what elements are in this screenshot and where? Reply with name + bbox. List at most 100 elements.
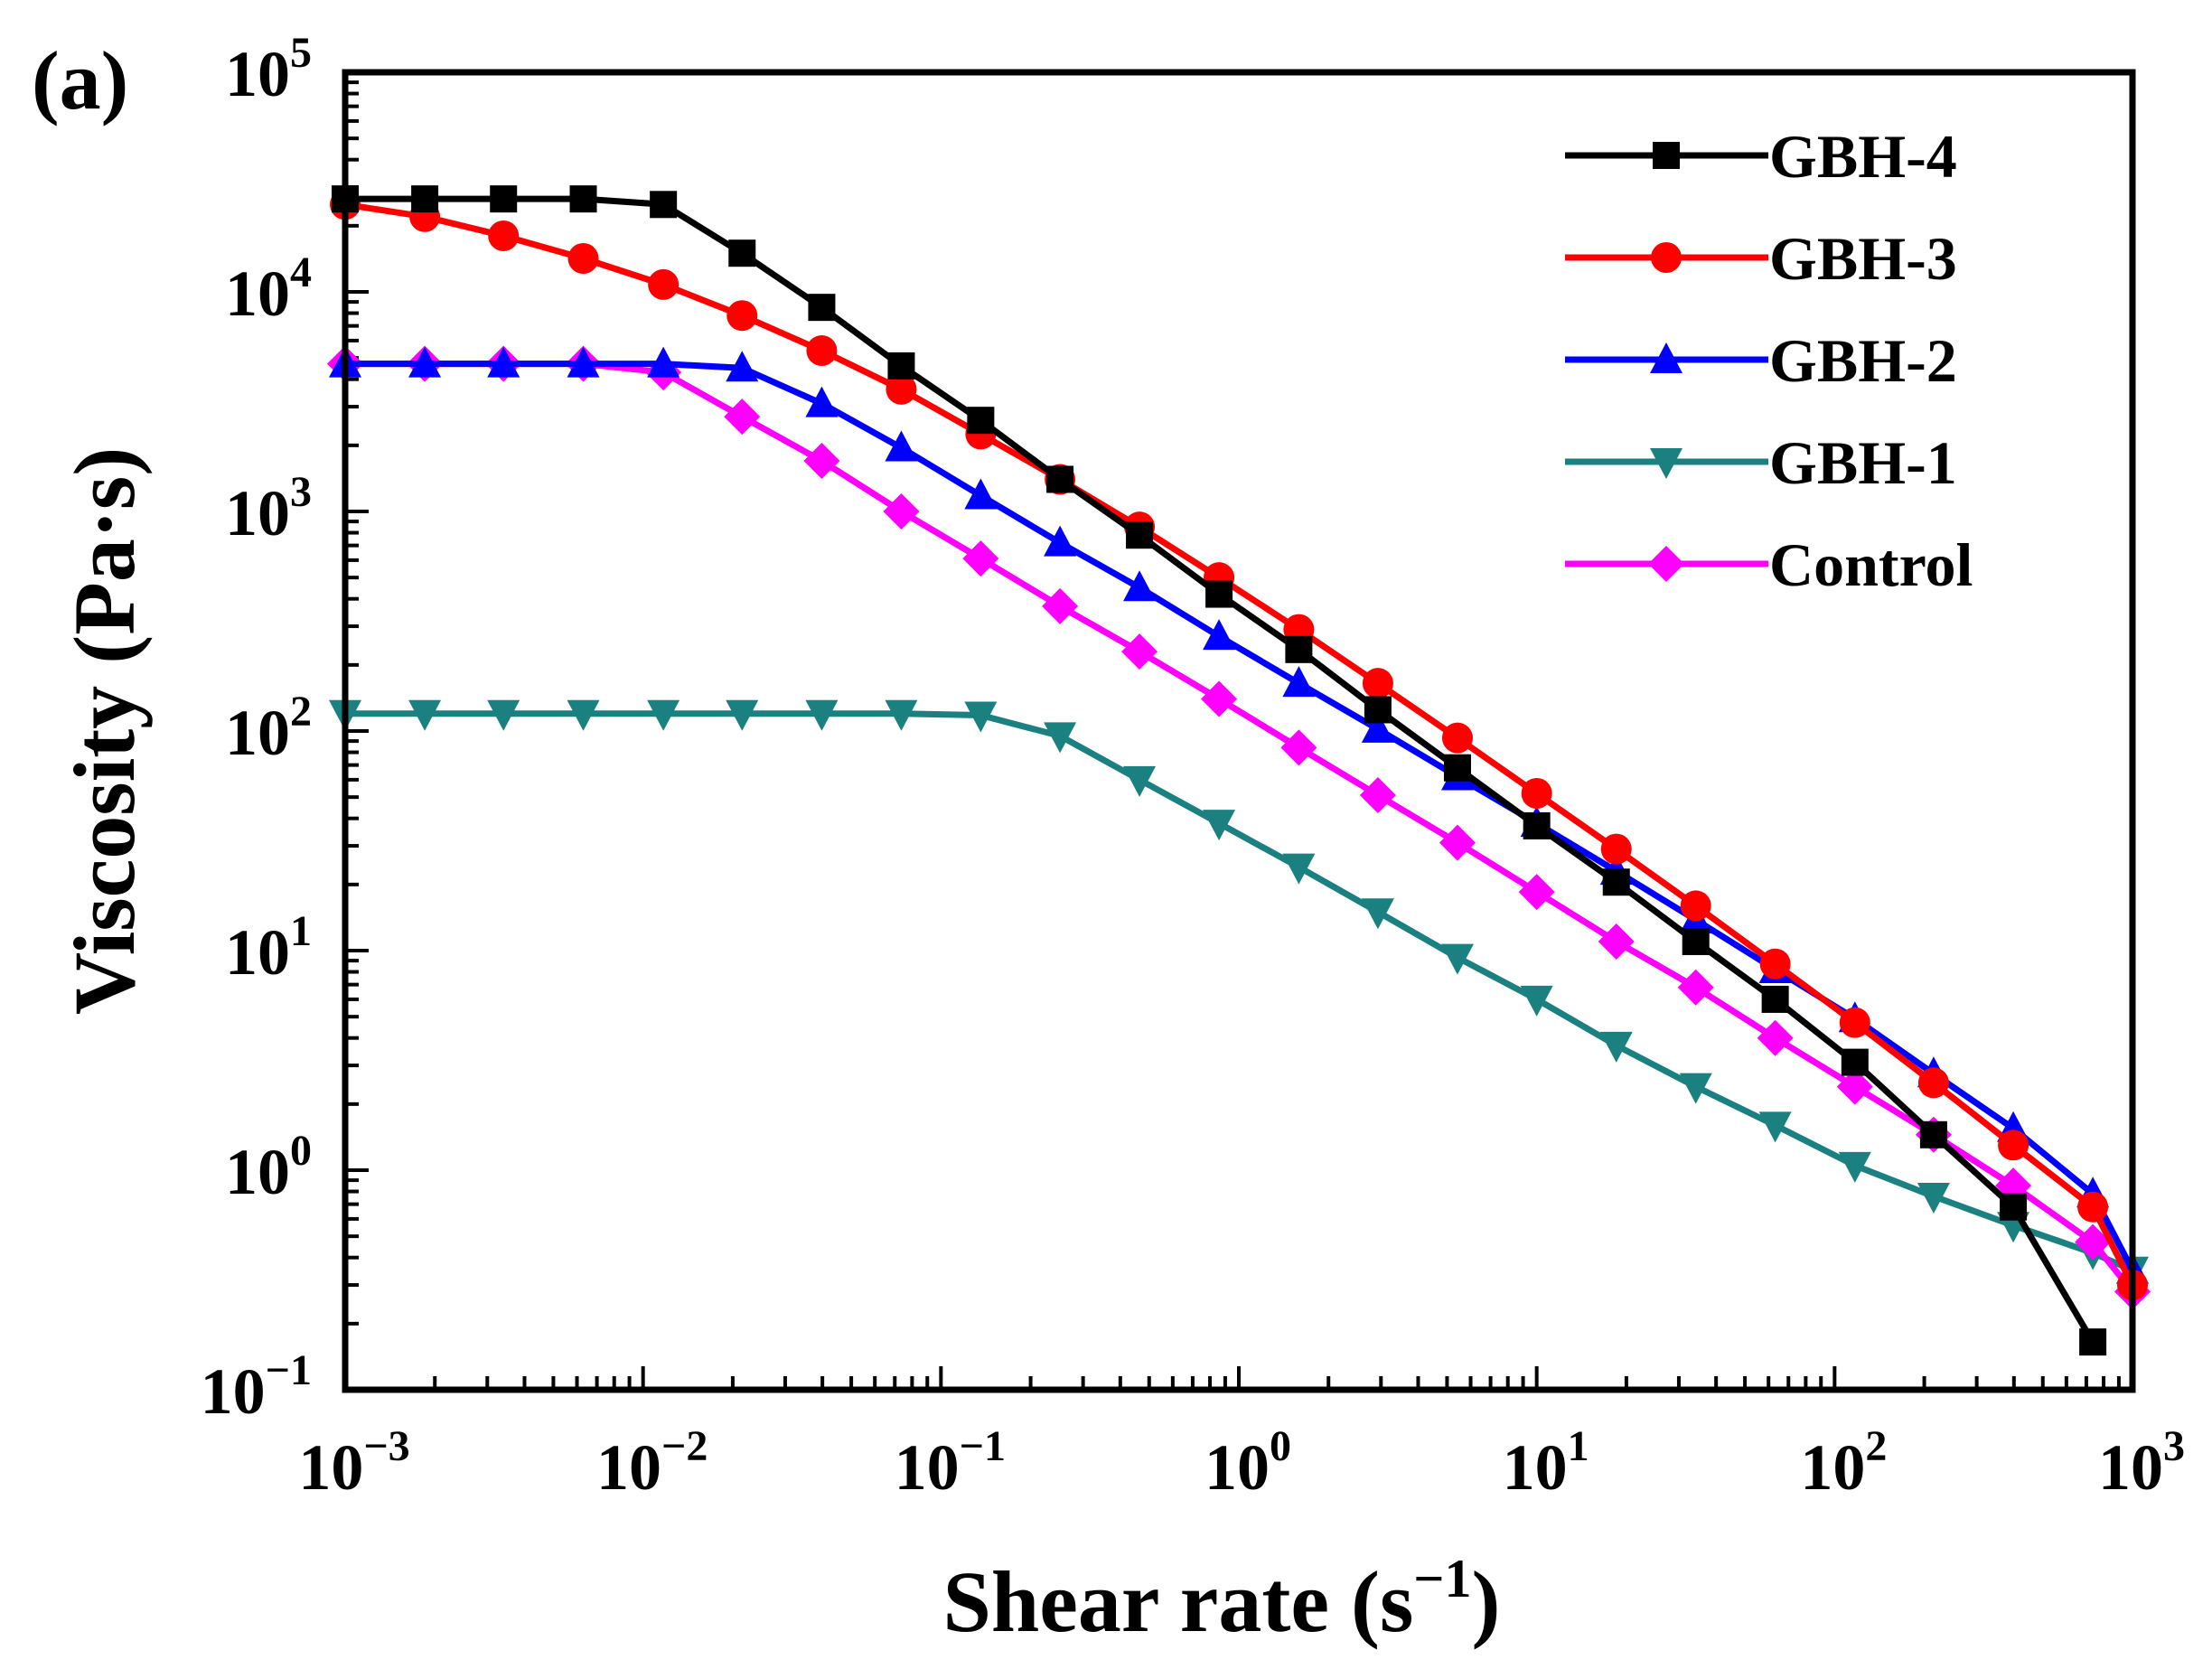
data-point-control (962, 540, 999, 577)
legend-item-gbh-3: GBH-3 (1565, 224, 1957, 293)
data-point-control (1359, 777, 1396, 814)
legend-marker-gbh-2 (1650, 342, 1682, 373)
legend-item-gbh-2: GBH-2 (1565, 326, 1957, 395)
data-point-gbh-3 (726, 300, 758, 332)
x-tick-label: 101 (1503, 1422, 1589, 1504)
data-point-gbh-4 (967, 407, 995, 435)
data-point-gbh-4 (2000, 1193, 2028, 1221)
data-point-gbh-1 (408, 699, 442, 731)
data-point-control (1042, 587, 1079, 624)
data-point-gbh-4 (1761, 985, 1789, 1013)
y-tick-label: 102 (225, 688, 312, 769)
y-tick-label-exponent: 1 (290, 907, 312, 955)
legend-label-gbh-3: GBH-3 (1769, 224, 1957, 293)
y-tick-label: 104 (225, 248, 312, 330)
data-point-gbh-1 (1123, 765, 1157, 797)
data-point-control (1518, 874, 1555, 911)
data-point-gbh-1 (1361, 898, 1394, 930)
y-tick-label-base: 10 (225, 697, 290, 769)
data-point-control (883, 493, 920, 530)
legend-item-gbh-4: GBH-4 (1565, 122, 1957, 191)
y-tick-label-base: 10 (201, 1355, 266, 1428)
data-point-gbh-1 (1282, 853, 1316, 885)
data-point-control (1598, 923, 1635, 960)
x-axis-title-close: ) (1472, 1553, 1501, 1650)
data-point-control (1201, 680, 1238, 717)
data-point-gbh-1 (567, 699, 600, 731)
data-point-gbh-1 (1203, 810, 1236, 841)
y-tick-label-exponent: 5 (290, 29, 312, 77)
y-tick-label-exponent: −1 (266, 1346, 312, 1394)
data-point-gbh-4 (1205, 580, 1233, 608)
data-point-gbh-3 (1600, 833, 1632, 865)
data-point-gbh-4 (490, 185, 518, 213)
x-axis-title-exponent: −1 (1413, 1549, 1471, 1608)
y-tick-label-base: 10 (225, 916, 290, 989)
x-tick-label-exponent: 1 (1568, 1422, 1589, 1470)
x-tick-label: 10−2 (596, 1422, 708, 1504)
data-point-gbh-4 (887, 352, 915, 380)
data-point-gbh-1 (1520, 985, 1553, 1017)
data-point-gbh-1 (1044, 722, 1077, 754)
data-point-gbh-4 (1046, 465, 1074, 493)
data-point-gbh-2 (647, 346, 680, 378)
y-tick-label-exponent: 3 (290, 468, 312, 516)
data-point-gbh-2 (1044, 525, 1077, 557)
data-point-gbh-4 (1443, 754, 1471, 782)
y-tick-label: 101 (225, 907, 312, 989)
data-point-gbh-4 (1285, 635, 1313, 663)
legend-item-gbh-1: GBH-1 (1565, 428, 1957, 497)
data-point-gbh-4 (1364, 696, 1392, 724)
series-line-gbh-1 (345, 710, 2134, 1273)
data-point-gbh-1 (885, 699, 918, 731)
legend-marker-gbh-4 (1653, 142, 1680, 169)
data-point-gbh-3 (1441, 722, 1473, 754)
data-point-gbh-1 (487, 699, 520, 731)
y-axis-title: Viscosity (Pa·s) (56, 447, 153, 1015)
y-tick-label-base: 10 (225, 258, 290, 330)
data-point-control (1280, 729, 1317, 766)
data-point-gbh-3 (806, 335, 838, 367)
x-tick-label-base: 10 (895, 1431, 960, 1504)
data-point-gbh-3 (648, 268, 680, 300)
data-point-gbh-2 (408, 346, 442, 378)
plot-frame (342, 69, 2136, 1393)
data-point-gbh-2 (487, 346, 520, 378)
x-tick-label-base: 10 (2098, 1431, 2163, 1504)
x-tick-label-base: 10 (1800, 1431, 1865, 1504)
data-point-gbh-2 (1361, 711, 1394, 743)
x-tick-label-exponent: 2 (1865, 1422, 1887, 1470)
data-point-gbh-4 (1841, 1048, 1869, 1076)
series-group (327, 185, 2151, 1356)
data-point-control (724, 398, 761, 436)
data-point-gbh-3 (1917, 1067, 1949, 1099)
legend-label-gbh-2: GBH-2 (1769, 326, 1957, 395)
x-tick-label-base: 10 (1503, 1431, 1568, 1504)
x-axis-title-text: Shear rate (s (943, 1553, 1414, 1650)
data-point-gbh-2 (885, 430, 918, 462)
y-tick-label-base: 10 (225, 1136, 290, 1208)
data-point-gbh-4 (808, 294, 836, 322)
data-point-gbh-1 (805, 699, 839, 731)
data-point-control (1439, 824, 1476, 861)
data-point-gbh-1 (1838, 1151, 1871, 1183)
data-point-control (1836, 1068, 1873, 1105)
data-point-gbh-3 (488, 220, 520, 251)
data-point-gbh-4 (650, 191, 678, 219)
y-tick-label: 105 (225, 29, 312, 110)
data-point-gbh-1 (726, 699, 759, 731)
data-point-gbh-3 (567, 242, 599, 274)
x-tick-label: 100 (1204, 1422, 1291, 1504)
data-point-gbh-4 (569, 185, 597, 213)
y-tick-label: 103 (225, 468, 312, 549)
data-point-gbh-2 (567, 346, 600, 378)
data-point-gbh-2 (805, 386, 839, 417)
data-point-gbh-2 (726, 351, 759, 382)
legend-label-gbh-1: GBH-1 (1769, 428, 1957, 497)
x-tick-label-base: 10 (1204, 1431, 1270, 1504)
data-point-gbh-2 (1123, 570, 1157, 602)
data-point-gbh-2 (964, 478, 998, 510)
data-point-gbh-3 (1839, 1007, 1870, 1038)
data-point-gbh-3 (2077, 1191, 2109, 1223)
